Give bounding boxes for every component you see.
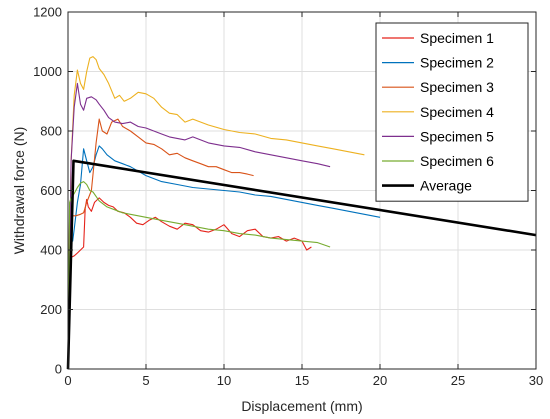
y-tick-label: 1200 [33,5,62,20]
y-axis-label: Withdrawal force (N) [11,127,27,255]
axis-ticks: 0 5 10 15 20 25 30 0 200 400 600 800 1000 1200 [33,5,543,389]
y-tick-label: 800 [40,124,62,139]
y-tick-label: 400 [40,243,62,258]
x-tick-label: 30 [529,373,543,388]
y-tick-label: 200 [40,302,62,317]
legend: Specimen 1 Specimen 2 Specimen 3 Specimen 4… [375,22,529,202]
series-line-specimen-2 [67,145,381,370]
x-tick-label: 25 [451,373,465,388]
x-tick-label: 0 [64,373,71,388]
series-line-specimen-5 [67,82,331,370]
x-tick-label: 5 [142,373,149,388]
y-tick-label: 1000 [33,64,62,79]
legend-label-specimen-4: Specimen 4 [420,104,494,120]
y-tick-label: 600 [40,183,62,198]
y-tick-label: 0 [55,362,62,377]
legend-label-specimen-5: Specimen 5 [420,128,494,144]
x-axis-label: Displacement (mm) [241,398,362,414]
series-line-specimen-4 [67,56,365,370]
legend-label-specimen-3: Specimen 3 [420,79,494,95]
legend-label-specimen-2: Specimen 2 [420,55,494,71]
series-layer [66,56,537,370]
legend-label-specimen-6: Specimen 6 [420,153,494,169]
series-line-average [66,159,537,370]
legend-label-average: Average [420,178,472,194]
x-tick-label: 10 [217,373,231,388]
series-line-specimen-1 [67,197,312,370]
series-line-specimen-6 [67,181,331,370]
legend-label-specimen-1: Specimen 1 [420,30,494,46]
x-tick-label: 20 [373,373,387,388]
x-tick-label: 15 [295,373,309,388]
series-line-specimen-3 [67,118,254,370]
